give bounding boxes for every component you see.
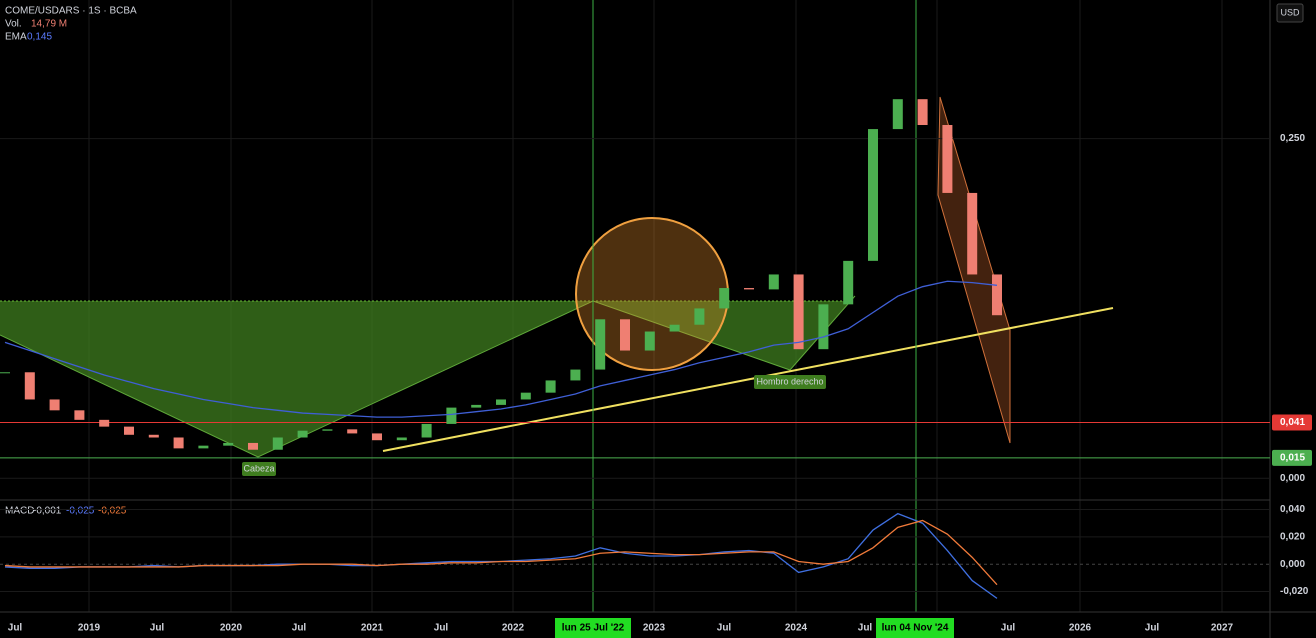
x-tick-label: lun 25 Jul '22 xyxy=(562,623,625,634)
candle xyxy=(49,399,60,411)
candle xyxy=(892,99,903,130)
candle xyxy=(124,426,134,435)
y2-tick-label: 0,040 xyxy=(1280,504,1305,515)
y2-tick-label: 0,020 xyxy=(1280,532,1305,543)
line-series xyxy=(4,519,998,586)
candle xyxy=(818,304,829,350)
candle xyxy=(173,437,184,449)
candle xyxy=(446,407,457,424)
candle xyxy=(421,423,432,438)
candle xyxy=(620,319,630,351)
candle xyxy=(694,308,705,325)
macd-value: -0,025 xyxy=(66,506,95,517)
candle xyxy=(322,429,333,431)
candle xyxy=(248,442,258,450)
candle xyxy=(942,125,953,193)
candle xyxy=(99,419,110,427)
x-tick-label: Jul xyxy=(8,623,23,634)
candle xyxy=(148,434,159,438)
candle xyxy=(644,331,655,351)
candle xyxy=(595,319,606,370)
candle xyxy=(669,324,680,332)
candle xyxy=(223,442,234,446)
macd-value: -0,025 xyxy=(98,506,127,517)
price-tag-label: 0,041 xyxy=(1280,417,1305,428)
candle xyxy=(744,288,754,290)
annotation: Hombro derecho xyxy=(756,376,823,386)
candle xyxy=(868,129,878,261)
candle xyxy=(917,99,928,125)
candle xyxy=(570,369,581,381)
x-tick-label: 2027 xyxy=(1211,623,1234,634)
candle xyxy=(471,404,482,408)
y2-tick-label: 0,000 xyxy=(1280,559,1305,570)
x-tick-label: 2020 xyxy=(220,623,243,634)
candle xyxy=(297,430,308,438)
candle xyxy=(992,274,1002,316)
x-tick-label: Jul xyxy=(150,623,165,634)
price-tag-label: 0,015 xyxy=(1280,453,1305,464)
candle xyxy=(24,372,35,400)
price-tag xyxy=(1272,414,1312,431)
x-tick-label: 2019 xyxy=(78,623,101,634)
ema-value: 0,145 xyxy=(27,32,52,43)
vol-value: 14,79 M xyxy=(31,19,67,30)
candle xyxy=(396,437,407,441)
candle xyxy=(843,260,854,305)
candle xyxy=(372,433,382,441)
x-tick-label: Jul xyxy=(717,623,732,634)
candle xyxy=(0,372,10,374)
symbol: COME/USDARS · 1S · BCBA xyxy=(5,6,137,17)
y-tick-label: 0,000 xyxy=(1280,473,1305,484)
x-tick-label: lun 04 Nov '24 xyxy=(882,623,949,634)
currency[interactable]: USD xyxy=(1280,7,1300,17)
x-tick-label: Jul xyxy=(1145,623,1160,634)
price-tag xyxy=(1272,449,1312,466)
annotation: Cabeza xyxy=(243,463,274,473)
candle xyxy=(347,429,358,434)
candle xyxy=(967,192,978,275)
candle xyxy=(272,437,283,450)
vol-label: Vol. xyxy=(5,19,22,30)
candle xyxy=(719,288,730,309)
macd-value: -0,001 xyxy=(33,506,62,517)
line-series xyxy=(4,280,998,418)
candle xyxy=(545,380,556,393)
candle xyxy=(520,392,531,400)
x-tick-label: 2022 xyxy=(502,623,525,634)
ema-label: EMA xyxy=(5,32,27,43)
candle xyxy=(768,274,779,290)
candle xyxy=(74,410,85,420)
candle xyxy=(496,399,506,405)
x-tick-label: Jul xyxy=(1001,623,1016,634)
x-tick-label: 2023 xyxy=(643,623,666,634)
candle xyxy=(198,445,209,449)
candle xyxy=(793,274,804,350)
x-tick-label: 2026 xyxy=(1069,623,1092,634)
x-tick-label: 2024 xyxy=(785,623,808,634)
x-tick-label: Jul xyxy=(858,623,873,634)
x-tick-label: 2021 xyxy=(361,623,384,634)
macd-label: MACD xyxy=(5,506,34,517)
x-tick-label: Jul xyxy=(292,623,307,634)
y2-tick-label: -0,020 xyxy=(1280,586,1309,597)
x-tick-label: Jul xyxy=(434,623,449,634)
y-tick-label: 0,250 xyxy=(1280,133,1305,144)
